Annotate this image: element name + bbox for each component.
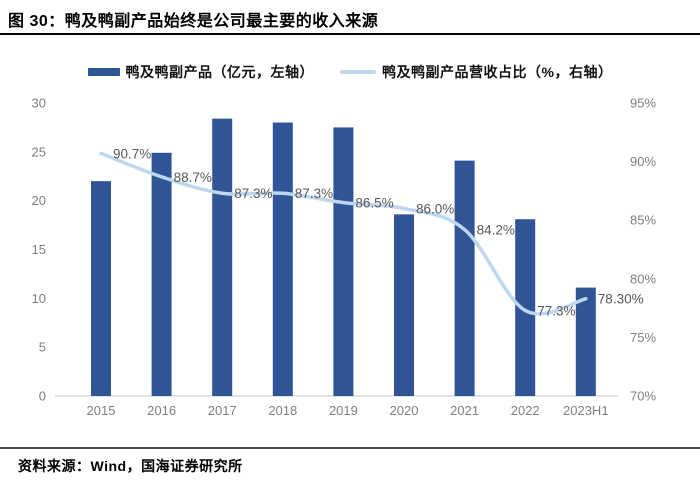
- right-axis-tick-label: 75%: [630, 330, 656, 345]
- x-axis-label-2015: 2015: [87, 403, 116, 418]
- footer-rule: [0, 447, 700, 449]
- bar-2015: [91, 181, 111, 396]
- x-axis-label-2017: 2017: [208, 403, 237, 418]
- bar-2018: [272, 122, 293, 397]
- bar-2020: [394, 214, 414, 396]
- left-axis-tick-label: 25: [32, 144, 46, 159]
- bar-2022: [515, 219, 536, 396]
- x-axis-label-2020: 2020: [390, 403, 419, 418]
- bar-2017: [212, 118, 233, 397]
- x-axis-label-2016: 2016: [147, 403, 176, 418]
- bar-2023H1: [575, 287, 596, 396]
- legend-label-line-series: 鸭及鸭副产品营收占比（%，右轴）: [382, 64, 613, 80]
- bar-2016: [151, 152, 172, 396]
- left-axis-tick-label: 15: [32, 242, 46, 257]
- title-rule: [0, 33, 700, 35]
- line-series-swatch-icon: [340, 70, 377, 74]
- right-axis-tick-label: 85%: [630, 213, 656, 228]
- bar-series-swatch-icon: [87, 68, 120, 76]
- line-point-label: 84.2%: [477, 223, 515, 238]
- left-axis-tick-label: 30: [32, 96, 46, 111]
- left-axis-tick-label: 0: [39, 389, 46, 404]
- figure-title: 图 30：鸭及鸭副产品始终是公司最主要的收入来源: [8, 13, 379, 30]
- line-point-label: 77.3%: [537, 303, 575, 318]
- legend-item-bar-series: 鸭及鸭副产品（亿元，左轴）: [87, 62, 315, 82]
- ratio-line-series: [99, 151, 588, 316]
- line-point-label: 78.30%: [598, 292, 644, 307]
- x-axis-label-2018: 2018: [268, 403, 297, 418]
- line-point-label: 86.0%: [416, 201, 454, 216]
- line-point-label: 87.3%: [234, 186, 272, 201]
- legend-item-line-series: 鸭及鸭副产品营收占比（%，右轴）: [340, 62, 612, 82]
- x-axis-label-2022: 2022: [511, 403, 540, 418]
- right-axis-tick-label: 70%: [630, 389, 656, 404]
- bar-2021: [454, 160, 475, 396]
- right-axis-tick-label: 80%: [630, 271, 656, 286]
- revenue-combo-chart: 0 5 10 15 20 25 30 70% 75% 80% 85% 90% 95% 90.7% 88.7%…: [32, 96, 657, 419]
- left-axis-tick-label: 10: [32, 291, 46, 306]
- source-note: 资料来源：Wind，国海证券研究所: [18, 458, 243, 474]
- right-axis-tick-label: 90%: [630, 154, 656, 169]
- bar-2019: [333, 127, 354, 396]
- x-axis-label-2021: 2021: [450, 403, 479, 418]
- left-axis-tick-label: 5: [39, 340, 46, 355]
- x-axis-label-2019: 2019: [329, 403, 358, 418]
- x-axis-label-2023H1: 2023H1: [563, 403, 609, 418]
- right-axis-tick-label: 95%: [630, 96, 656, 111]
- line-point-label: 90.7%: [113, 146, 151, 161]
- line-point-label: 87.3%: [295, 186, 333, 201]
- line-point-label: 86.5%: [355, 196, 393, 211]
- line-point-label: 88.7%: [174, 170, 212, 185]
- left-axis-tick-label: 20: [32, 193, 46, 208]
- chart-legend: 鸭及鸭副产品（亿元，左轴） 鸭及鸭副产品营收占比（%，右轴）: [0, 62, 700, 82]
- legend-label-bar-series: 鸭及鸭副产品（亿元，左轴）: [125, 64, 315, 80]
